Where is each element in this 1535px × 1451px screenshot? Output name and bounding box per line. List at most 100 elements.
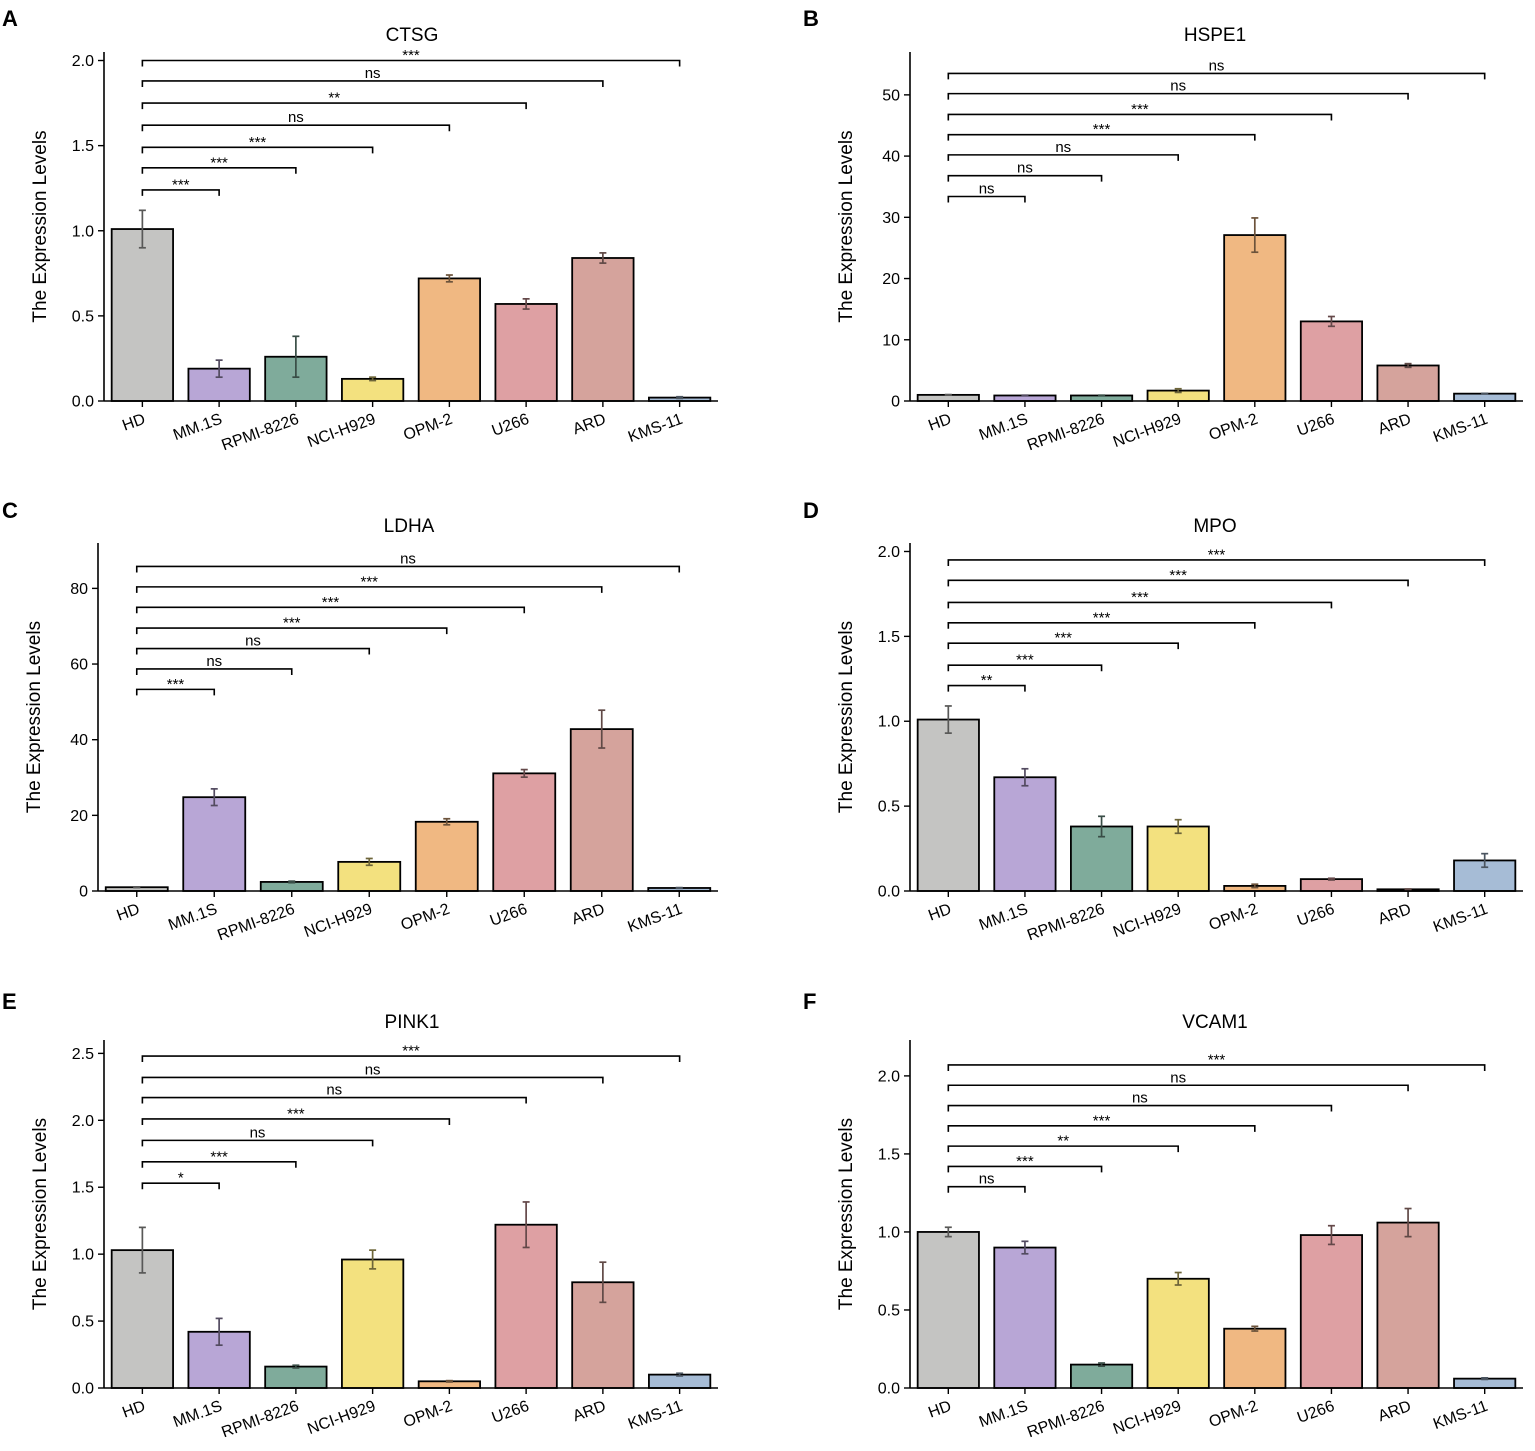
x-tick-label: OPM-2: [1207, 901, 1261, 934]
significance-label: ***: [167, 676, 185, 693]
x-tick-label: U266: [1295, 1398, 1337, 1427]
significance-bracket: [947, 664, 1103, 672]
significance-label: ns: [979, 1171, 995, 1188]
x-tick-label: KMS-11: [626, 411, 685, 446]
y-tick-label: 1.5: [72, 138, 94, 155]
significance-bracket: [947, 1064, 1486, 1071]
error-bar: [944, 705, 952, 734]
significance-bracket: [947, 154, 1179, 161]
significance-bracket: [135, 647, 371, 655]
y-tick-label: 2.0: [72, 1113, 94, 1130]
bar-nci-h929: [337, 860, 402, 892]
chart-panel-b: B HSPE1 The Expression Levels 0 10 20 30 40 50 HD…: [803, 6, 1523, 454]
significance-bracket: [141, 166, 297, 174]
chart-title: CTSG: [386, 25, 439, 46]
error-bar: [1174, 387, 1182, 394]
significance-label: ns: [1055, 139, 1071, 156]
bar-hd: [110, 228, 174, 402]
significance-label: *: [178, 1170, 184, 1187]
error-bar: [1327, 877, 1335, 881]
y-tick-label: 50: [882, 87, 900, 104]
panel-letter: B: [803, 6, 819, 31]
chart-panel-c: C LDHA The Expression Levels 0 20 40 60 80 HD MM.…: [2, 498, 718, 944]
error-bar: [215, 359, 223, 379]
x-tick-label: MM.1S: [977, 901, 1030, 934]
significance-bracket: [135, 606, 526, 614]
y-tick-label: 20: [70, 808, 88, 825]
significance-label: ns: [245, 633, 261, 650]
significance-label: ns: [326, 1082, 342, 1099]
significance-label: ns: [400, 550, 416, 567]
y-tick-label: 0: [891, 394, 900, 411]
error-bar: [1481, 1377, 1489, 1381]
y-tick-label: 0.0: [72, 394, 94, 411]
error-bar: [598, 709, 606, 749]
significance-bracket: [141, 189, 220, 196]
significance-label: ***: [210, 154, 228, 171]
y-tick-label: 1.5: [878, 1146, 900, 1163]
x-tick-label: U266: [490, 1398, 532, 1427]
error-bar: [288, 880, 296, 884]
bar-u266: [1299, 878, 1363, 892]
y-tick-label: 1.0: [878, 714, 900, 731]
y-axis-label: The Expression Levels: [24, 621, 45, 813]
y-tick-label: 2.5: [72, 1046, 94, 1063]
error-bar: [676, 395, 684, 400]
x-tick-label: RPMI-8226: [219, 411, 301, 455]
x-tick-label: NCI-H929: [1111, 901, 1184, 941]
x-tick-label: RPMI-8226: [1025, 1398, 1107, 1442]
chart-title: LDHA: [384, 516, 435, 537]
x-tick-label: KMS-11: [1431, 901, 1490, 936]
significance-bracket: [135, 688, 216, 696]
significance-label: ***: [1208, 1051, 1226, 1068]
significance-bracket: [135, 627, 448, 635]
significance-label: **: [328, 90, 340, 107]
x-tick-label: U266: [1295, 411, 1337, 440]
bar-rpmi-8226: [1070, 1363, 1134, 1389]
error-bar: [1404, 888, 1412, 891]
x-tick-label: HD: [926, 1398, 954, 1422]
x-tick-label: NCI-H929: [305, 411, 378, 451]
error-bar: [1251, 217, 1259, 254]
significance-bracket: [947, 559, 1486, 566]
x-tick-label: NCI-H929: [1111, 1398, 1184, 1438]
bar-opm-2: [1223, 234, 1287, 402]
error-bar: [133, 885, 141, 889]
y-tick-label: 0.0: [72, 1381, 94, 1398]
bar-nci-h929: [1146, 1277, 1210, 1389]
x-tick-label: MM.1S: [166, 901, 219, 934]
panel-letter: C: [2, 498, 18, 523]
significance-label: ***: [210, 1148, 228, 1165]
x-tick-label: HD: [926, 411, 954, 435]
significance-label: ***: [1016, 1153, 1034, 1170]
error-bar: [369, 376, 377, 382]
significance-bracket: [947, 92, 1409, 100]
significance-bracket: [141, 59, 681, 67]
y-tick-label: 60: [70, 657, 88, 674]
bar-u266: [494, 1223, 558, 1389]
error-bar: [1404, 1207, 1412, 1238]
significance-bracket: [141, 102, 527, 110]
y-axis-label: The Expression Levels: [30, 1118, 51, 1310]
error-bar: [520, 768, 528, 778]
x-tick-label: HD: [115, 901, 143, 925]
x-tick-label: KMS-11: [626, 901, 685, 936]
x-tick-label: U266: [490, 411, 532, 440]
x-tick-label: RPMI-8226: [1025, 411, 1107, 455]
significance-label: ***: [172, 176, 190, 193]
error-bar: [1481, 392, 1489, 395]
x-tick-label: ARD: [570, 901, 608, 929]
significance-bracket: [141, 1161, 297, 1168]
bar-mm-1s: [993, 776, 1057, 892]
error-bar: [676, 1372, 684, 1377]
significance-label: ***: [1131, 589, 1149, 606]
x-tick-label: OPM-2: [401, 1398, 455, 1431]
x-tick-label: OPM-2: [399, 901, 453, 934]
panel-letter: F: [803, 989, 816, 1014]
error-bar: [1021, 1240, 1029, 1255]
significance-bracket: [947, 601, 1333, 609]
y-tick-label: 0.5: [72, 1314, 94, 1331]
significance-label: ns: [1170, 78, 1186, 95]
significance-bracket: [947, 72, 1486, 80]
